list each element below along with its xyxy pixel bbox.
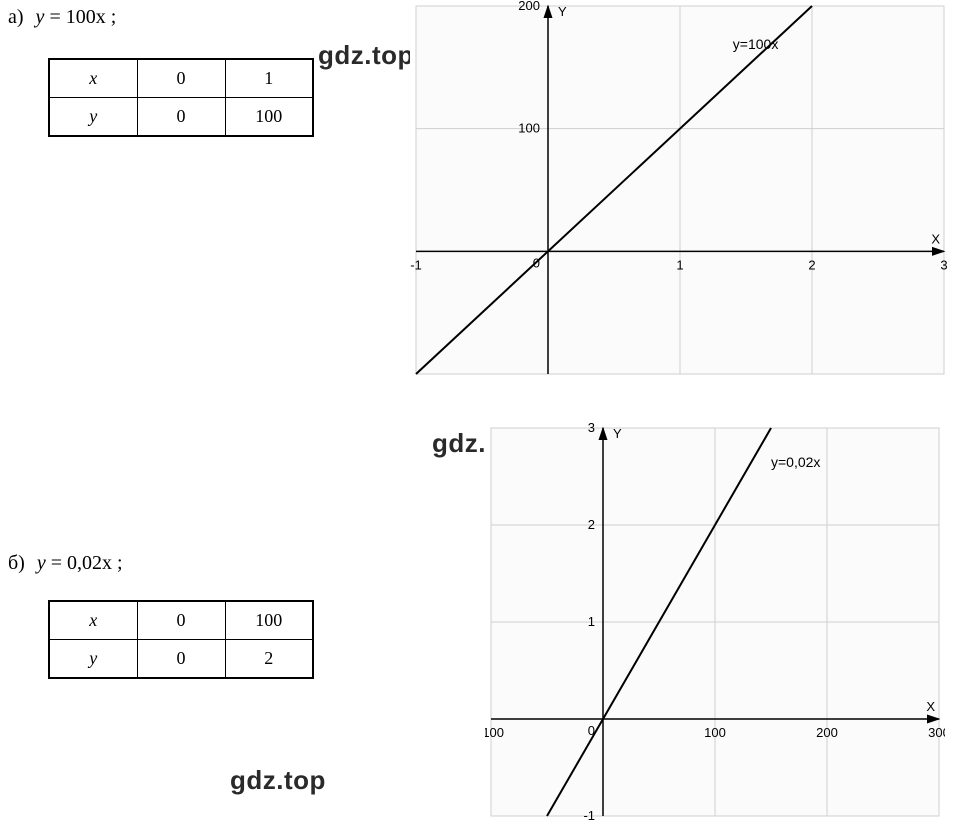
svg-text:Y: Y [558, 4, 567, 19]
cell: x [49, 601, 137, 640]
part-a-label: а) [8, 6, 24, 29]
part-a: а) y = 100x ; [8, 6, 116, 29]
svg-text:-1: -1 [410, 257, 422, 272]
svg-text:Y: Y [613, 426, 622, 441]
part-b: б) y = 0,02x ; [8, 552, 123, 575]
watermark-3: gdz.top [230, 765, 326, 796]
eq-b-rhs: = 0,02x [51, 552, 117, 574]
table-b: x 0 100 y 0 2 [48, 600, 314, 679]
svg-text:y=100x: y=100x [733, 36, 779, 52]
svg-text:100: 100 [704, 725, 726, 740]
svg-text:3: 3 [940, 257, 947, 272]
table-a: x 0 1 y 0 100 [48, 58, 314, 137]
svg-text:y=0,02x: y=0,02x [771, 454, 820, 470]
svg-text:300: 300 [928, 725, 945, 740]
cell: y [49, 640, 137, 679]
cell: y [49, 98, 137, 137]
cell: 0 [137, 601, 225, 640]
svg-text:0: 0 [533, 255, 540, 270]
svg-text:1: 1 [676, 257, 683, 272]
svg-text:200: 200 [518, 0, 540, 13]
svg-text:-100: -100 [485, 725, 504, 740]
svg-text:100: 100 [518, 121, 540, 136]
cell: 2 [225, 640, 313, 679]
eq-a-rhs: = 100x [49, 6, 110, 28]
svg-text:1: 1 [588, 614, 595, 629]
cell: 0 [137, 98, 225, 137]
svg-text:200: 200 [816, 725, 838, 740]
table-row: y 0 2 [49, 640, 313, 679]
svg-text:2: 2 [808, 257, 815, 272]
watermark-1: gdz.top [318, 40, 414, 71]
svg-text:0: 0 [588, 723, 595, 738]
table-row: x 0 1 [49, 59, 313, 98]
eq-a-var: y [36, 6, 45, 28]
cell: 100 [225, 601, 313, 640]
cell: 1 [225, 59, 313, 98]
cell: 100 [225, 98, 313, 137]
svg-text:-1: -1 [583, 808, 595, 822]
cell: x [49, 59, 137, 98]
table-row: x 0 100 [49, 601, 313, 640]
svg-text:3: 3 [588, 422, 595, 435]
cell: 0 [137, 59, 225, 98]
svg-text:X: X [926, 699, 935, 714]
chart-a: -1 1 2 3 100 200 0 X Yy=100x [410, 0, 950, 380]
part-b-label: б) [8, 552, 25, 575]
svg-text:2: 2 [588, 517, 595, 532]
chart-b: -100 100 200 300 1 2 3 -1 0 X Yy=0,02x [485, 422, 945, 822]
svg-text:X: X [931, 231, 940, 246]
part-a-equation: y = 100x ; [36, 6, 117, 29]
part-b-equation: y = 0,02x ; [37, 552, 123, 575]
table-row: y 0 100 [49, 98, 313, 137]
eq-b-var: y [37, 552, 46, 574]
cell: 0 [137, 640, 225, 679]
